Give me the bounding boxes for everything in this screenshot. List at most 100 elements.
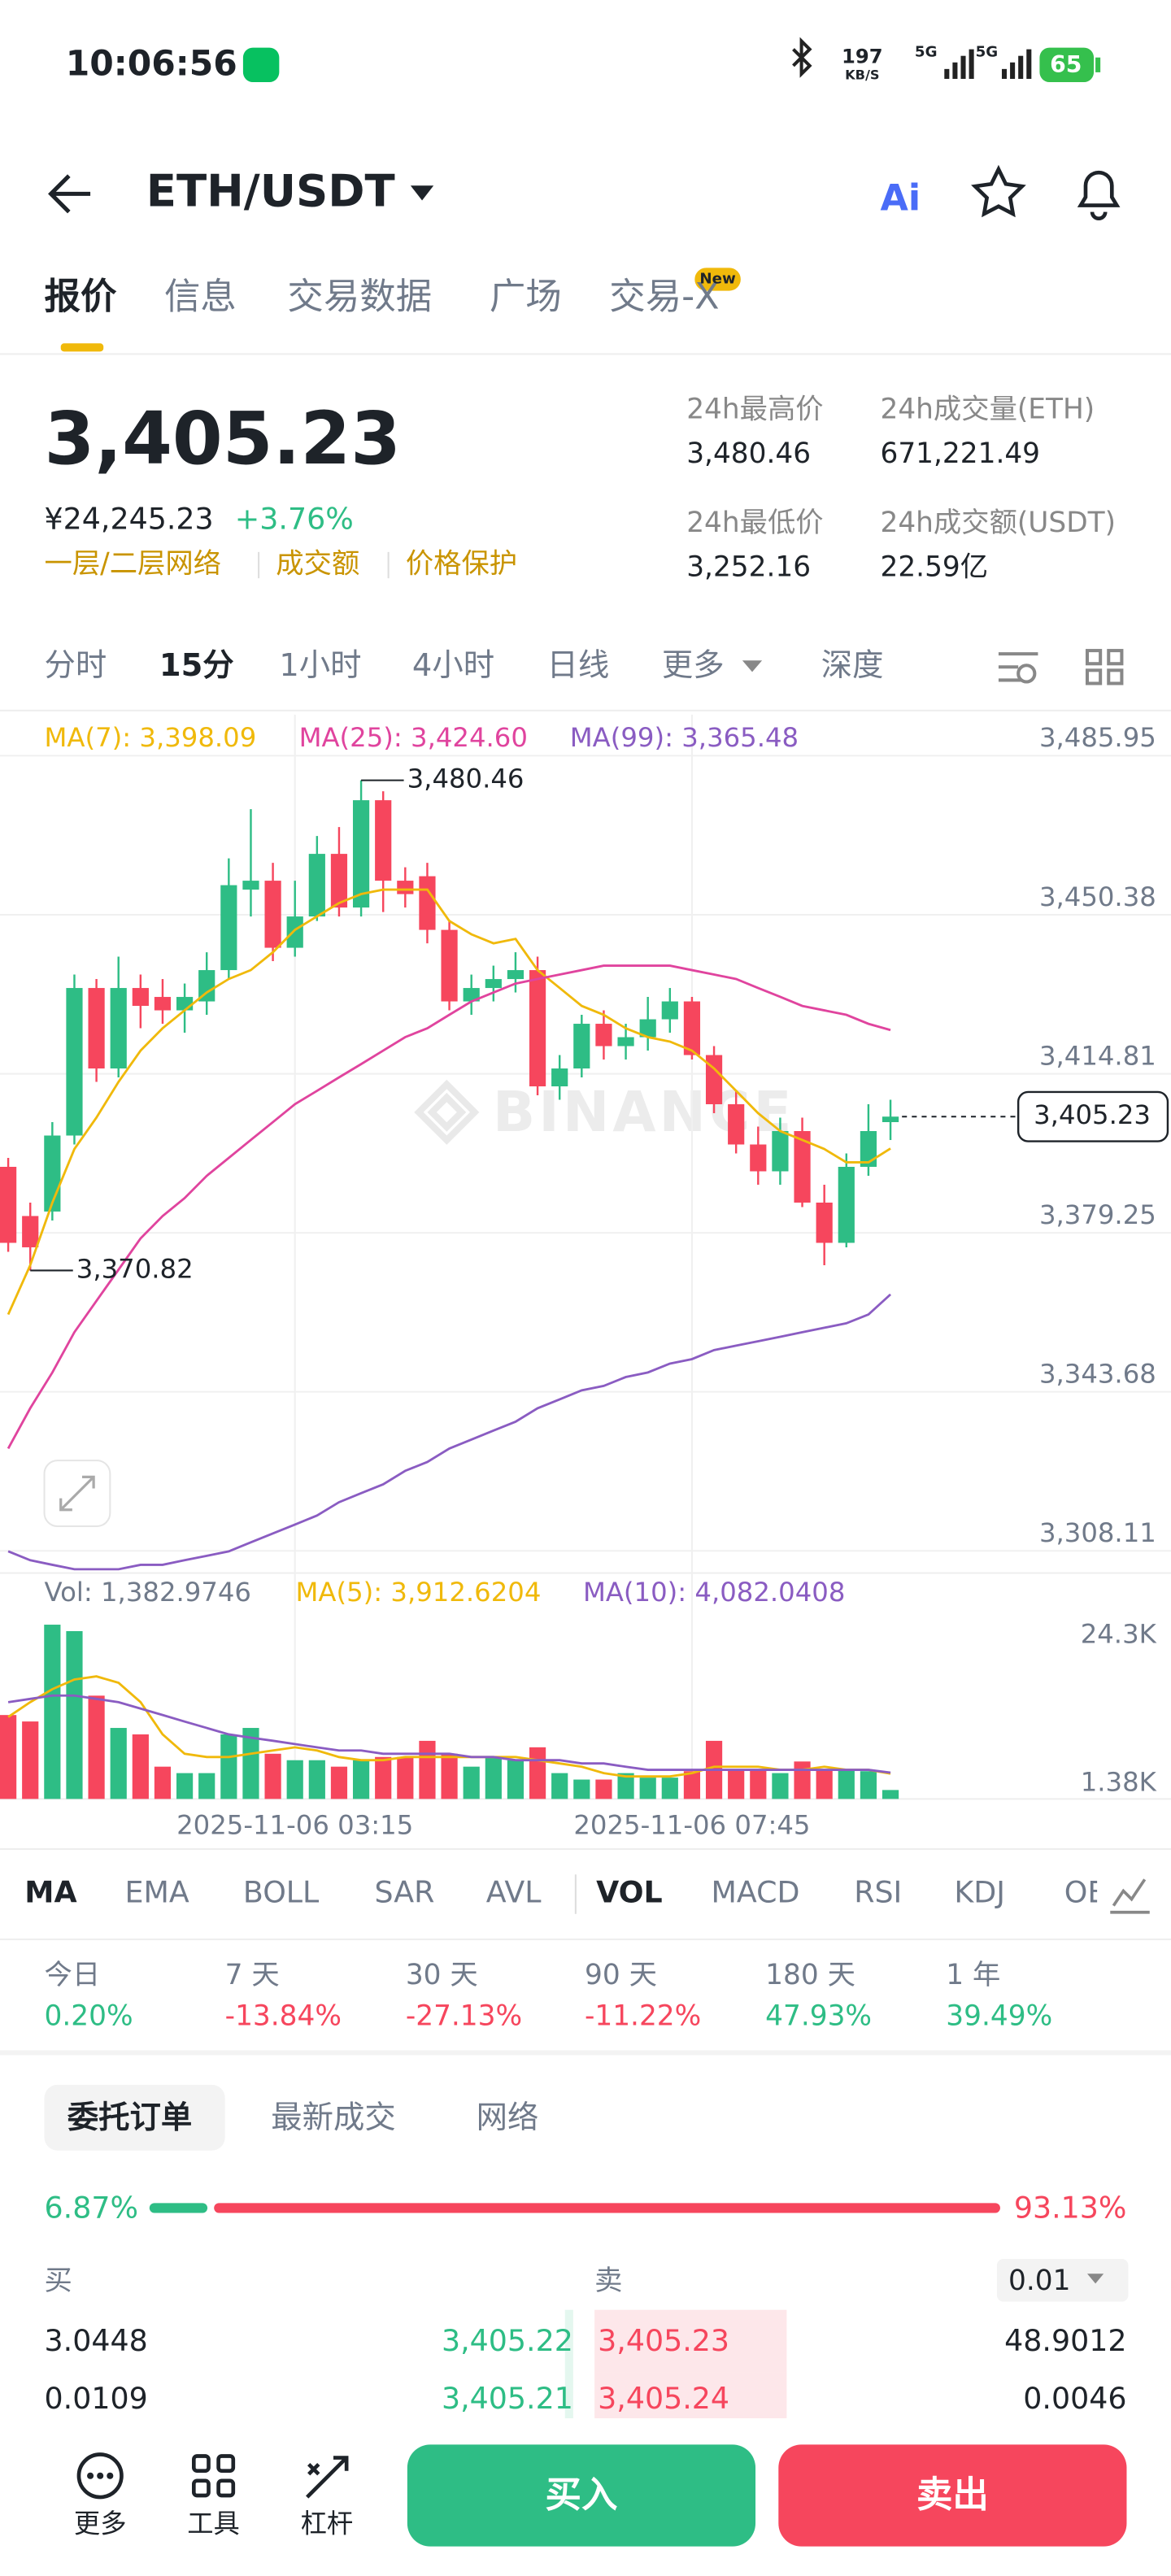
bottom-item[interactable]: 更多 bbox=[74, 2508, 127, 2539]
candle-body bbox=[264, 881, 281, 948]
battery-level: 65 bbox=[1050, 51, 1082, 78]
indicator-tab[interactable]: MA bbox=[24, 1875, 76, 1910]
cny-price: ¥24,245.23 bbox=[45, 501, 214, 536]
tag[interactable]: 价格保护 bbox=[406, 548, 517, 581]
indicator-tab[interactable]: AVL bbox=[486, 1875, 542, 1910]
candle-body bbox=[816, 1202, 833, 1243]
interval[interactable]: 日线 bbox=[547, 647, 610, 684]
bottom-item[interactable]: 杠杆 bbox=[301, 2508, 354, 2539]
wechat-icon bbox=[242, 47, 280, 83]
last-price: 3,405.23 bbox=[45, 396, 401, 481]
interval[interactable]: 15分 bbox=[159, 647, 234, 684]
interval[interactable]: 更多 bbox=[662, 647, 725, 684]
volume-bar bbox=[0, 1715, 17, 1799]
volume-bar bbox=[88, 1695, 105, 1799]
ai-button[interactable]: Ai bbox=[881, 177, 921, 219]
tab[interactable]: 广场 bbox=[490, 276, 562, 318]
pair-dropdown[interactable] bbox=[410, 185, 434, 201]
chart-settings[interactable] bbox=[998, 652, 1038, 684]
bottom-item[interactable]: 工具 bbox=[187, 2508, 240, 2539]
buy-label[interactable]: 买入 bbox=[546, 2474, 618, 2516]
active-tab-bg bbox=[44, 2084, 225, 2151]
y-tick-label: 1.38K bbox=[1081, 1766, 1157, 1797]
interval[interactable]: 4小时 bbox=[412, 647, 494, 684]
layout-button[interactable] bbox=[1085, 649, 1124, 685]
volume-bar bbox=[352, 1760, 370, 1799]
pair-title[interactable]: ETH/USDT bbox=[146, 165, 395, 217]
buy-ratio-bar bbox=[149, 2203, 208, 2213]
candle-body bbox=[617, 1037, 634, 1046]
candle-body bbox=[110, 988, 127, 1069]
indicator-tab[interactable]: RSI bbox=[854, 1875, 902, 1910]
indicator-tab[interactable]: VOL bbox=[596, 1875, 663, 1910]
indicator-tab[interactable]: SAR bbox=[374, 1875, 434, 1910]
back-button[interactable] bbox=[48, 174, 91, 214]
more-dropdown[interactable] bbox=[742, 660, 763, 672]
divider bbox=[0, 1572, 1171, 1574]
ask-price: 3,405.24 bbox=[598, 2381, 729, 2416]
stat-value: 3,252.16 bbox=[686, 551, 811, 584]
interval[interactable]: 1小时 bbox=[279, 647, 361, 684]
volume-bar bbox=[330, 1766, 348, 1799]
tag-separator bbox=[387, 551, 390, 579]
orderbook-tab[interactable]: 委托订单 bbox=[67, 2100, 192, 2136]
tag[interactable]: 一层/二层网络 bbox=[45, 548, 222, 581]
indicator-tab[interactable]: MACD bbox=[712, 1875, 800, 1910]
volume-bar bbox=[728, 1769, 745, 1799]
favorite-button[interactable] bbox=[971, 164, 1026, 218]
indicator-tab[interactable]: EMA bbox=[124, 1875, 189, 1910]
y-tick-label: 3,379.25 bbox=[1039, 1199, 1156, 1230]
badge: New bbox=[699, 270, 736, 287]
period-label: 1 年 bbox=[946, 1959, 1000, 1991]
volume-bar bbox=[661, 1778, 678, 1799]
period-label: 今日 bbox=[45, 1959, 101, 1991]
tab[interactable]: 信息 bbox=[164, 276, 237, 318]
fullscreen-icon bbox=[59, 1475, 95, 1512]
network-type: 5G bbox=[976, 44, 999, 61]
tab[interactable]: 交易-X bbox=[609, 276, 719, 318]
tab[interactable]: 交易数据 bbox=[287, 276, 432, 318]
volume-bar bbox=[44, 1625, 61, 1799]
alert-button[interactable] bbox=[1077, 170, 1121, 220]
precision-dropdown[interactable] bbox=[1086, 2274, 1104, 2284]
net-speed: 197 bbox=[842, 45, 883, 68]
candle-body bbox=[485, 979, 502, 989]
precision[interactable]: 0.01 bbox=[1008, 2265, 1070, 2297]
candle-body bbox=[176, 997, 194, 1011]
indicator-settings[interactable] bbox=[1110, 1878, 1150, 1914]
candle-body bbox=[286, 916, 303, 948]
volume-bar bbox=[132, 1734, 149, 1799]
ma-legend: MA(99): 3,365.48 bbox=[570, 722, 799, 753]
volume-bar bbox=[264, 1753, 281, 1799]
volume-bar bbox=[286, 1760, 303, 1799]
volume-bar bbox=[375, 1756, 392, 1799]
tag[interactable]: 成交额 bbox=[276, 548, 359, 581]
sell-label[interactable]: 卖出 bbox=[916, 2474, 989, 2516]
period-label: 180 天 bbox=[765, 1959, 855, 1991]
interval[interactable]: 分时 bbox=[45, 647, 107, 684]
bottom-icons[interactable] bbox=[76, 2452, 349, 2500]
buy-button[interactable] bbox=[407, 2444, 756, 2547]
y-tick-label: 3,414.81 bbox=[1039, 1040, 1156, 1071]
volume-bar bbox=[816, 1769, 833, 1799]
volume-bar bbox=[595, 1779, 612, 1799]
indicator-tab[interactable]: KDJ bbox=[954, 1875, 1005, 1910]
candle-body bbox=[661, 1001, 678, 1020]
candle-body bbox=[397, 881, 414, 894]
buy-ratio: 6.87% bbox=[45, 2190, 138, 2225]
indicator-tab[interactable]: BOLL bbox=[243, 1875, 320, 1910]
indicator-tab[interactable]: OBV bbox=[1064, 1875, 1127, 1910]
candle-body bbox=[882, 1116, 899, 1123]
candle-body bbox=[419, 876, 436, 930]
orderbook-tab[interactable]: 最新成交 bbox=[271, 2100, 395, 2136]
tab[interactable]: 报价 bbox=[45, 276, 117, 318]
volume-bar bbox=[198, 1773, 215, 1799]
sell-button[interactable] bbox=[778, 2444, 1127, 2547]
ma-line bbox=[7, 1293, 891, 1571]
volume-bar bbox=[860, 1771, 877, 1799]
candle-body bbox=[595, 1024, 612, 1046]
precision-box[interactable] bbox=[996, 2259, 1129, 2302]
candle-body bbox=[507, 970, 525, 980]
orderbook-tab[interactable]: 网络 bbox=[477, 2100, 539, 2136]
interval[interactable]: 深度 bbox=[821, 647, 884, 684]
